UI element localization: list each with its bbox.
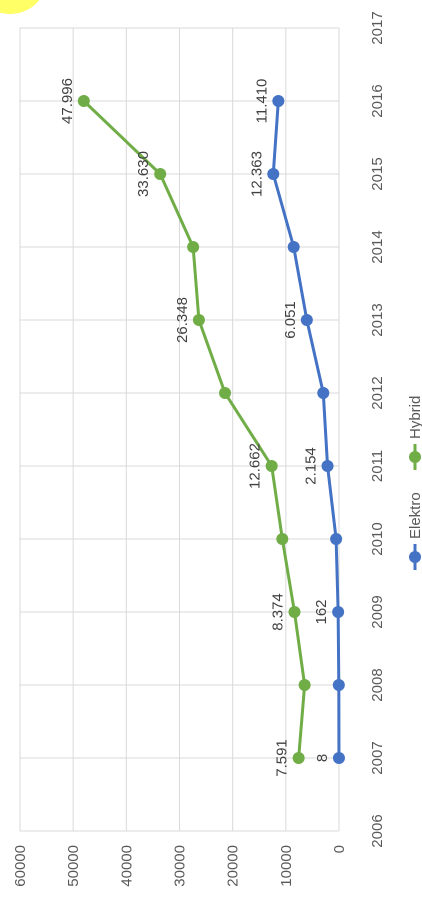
y-tick-label: 20000 <box>225 845 242 887</box>
data-labels: 8 162 2.154 6.051 12.363 11.410 7.591 8.374 12.6… <box>59 78 331 777</box>
legend-swatch-marker <box>409 451 421 463</box>
data-label-elektro: 162 <box>313 599 330 624</box>
y-tick-label: 40000 <box>118 845 135 887</box>
data-point-hybrid <box>276 533 289 545</box>
y-tick-label: 0 <box>331 845 348 853</box>
series-hybrid <box>77 95 311 764</box>
data-point-hybrid <box>292 752 305 764</box>
x-tick-label: 2009 <box>369 595 386 628</box>
data-point-elektro <box>317 387 330 399</box>
data-point-elektro <box>332 679 345 691</box>
legend: Elektro Hybrid <box>407 396 422 570</box>
x-tick-label: 2012 <box>369 376 386 409</box>
series-elektro <box>267 95 345 764</box>
data-point-elektro <box>332 752 345 764</box>
data-point-elektro <box>287 241 300 253</box>
series-line-elektro <box>271 100 341 759</box>
gridlines <box>19 27 340 832</box>
data-point-elektro <box>330 533 343 545</box>
x-tick-label: 2017 <box>369 11 386 44</box>
x-tick-label: 2013 <box>369 303 386 336</box>
x-tick-label: 2016 <box>369 84 386 117</box>
data-point-hybrid <box>192 314 205 326</box>
data-point-hybrid <box>219 387 232 399</box>
legend-item-hybrid: Hybrid <box>407 396 422 470</box>
data-point-elektro <box>267 168 280 180</box>
data-label-hybrid: 8.374 <box>269 593 286 631</box>
data-point-elektro <box>300 314 313 326</box>
data-label-elektro: 8 <box>314 754 331 762</box>
x-tick-labels: 2006 2007 2008 2009 2010 2011 2012 2013 2014 2015… <box>369 11 386 847</box>
y-tick-label: 60000 <box>12 845 29 887</box>
x-tick-label: 2006 <box>369 814 386 847</box>
x-tick-label: 2011 <box>369 450 386 482</box>
data-label-hybrid: 33.630 <box>135 151 152 197</box>
x-tick-label: 2015 <box>369 157 386 190</box>
yellow-corner-mark <box>0 0 40 14</box>
y-tick-label: 10000 <box>278 845 295 887</box>
data-label-elektro: 12.363 <box>248 151 265 197</box>
data-point-elektro <box>321 460 334 472</box>
data-label-hybrid: 7.591 <box>274 739 291 777</box>
data-label-hybrid: 12.662 <box>247 443 264 489</box>
data-point-hybrid <box>187 241 200 253</box>
x-tick-label: 2008 <box>369 668 386 701</box>
data-label-hybrid: 26.348 <box>174 297 191 343</box>
y-tick-label: 30000 <box>172 845 189 887</box>
x-tick-label: 2014 <box>369 230 386 263</box>
data-label-elektro: 6.051 <box>282 301 299 339</box>
legend-label: Hybrid <box>407 396 422 439</box>
data-point-hybrid <box>265 460 278 472</box>
y-tick-label: 50000 <box>65 845 82 887</box>
legend-item-elektro: Elektro <box>407 492 422 570</box>
series-layer <box>77 95 345 764</box>
data-point-hybrid <box>154 168 167 180</box>
data-point-hybrid <box>288 606 301 618</box>
series-line-hybrid <box>82 99 307 759</box>
data-point-elektro <box>272 95 285 107</box>
data-point-hybrid <box>298 679 311 691</box>
data-point-hybrid <box>77 95 90 107</box>
x-tick-label: 2010 <box>369 522 386 555</box>
data-point-elektro <box>332 606 345 618</box>
data-label-hybrid: 47.996 <box>59 78 76 124</box>
legend-label: Elektro <box>407 492 422 539</box>
data-label-elektro: 2.154 <box>303 447 320 485</box>
x-tick-label: 2007 <box>369 741 386 774</box>
data-label-elektro: 11.410 <box>253 79 270 124</box>
legend-swatch-marker <box>409 551 421 563</box>
y-tick-labels: 0 10000 20000 30000 40000 50000 60000 <box>12 845 348 887</box>
